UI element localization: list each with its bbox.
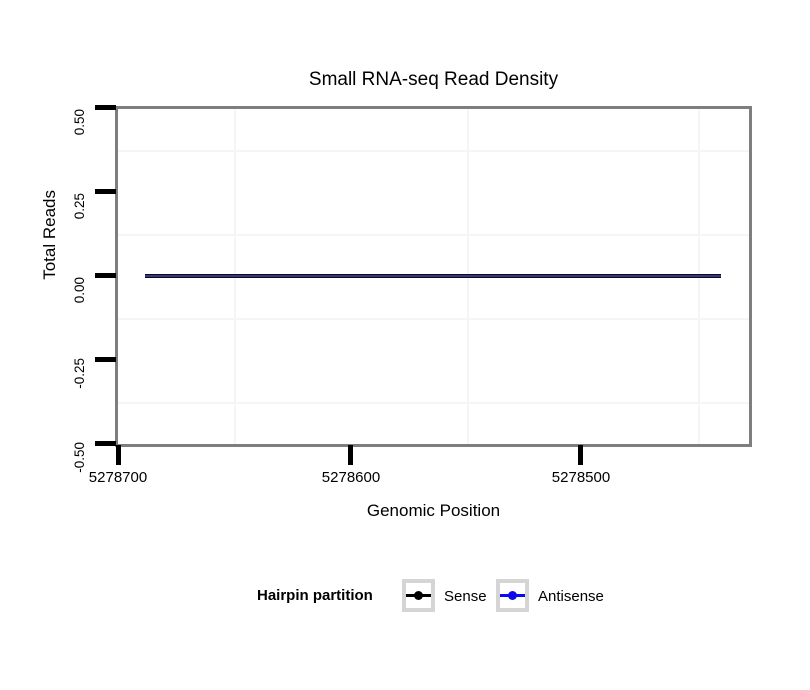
y-tick-label: 0.25 xyxy=(72,193,87,220)
y-tick-label: 0.00 xyxy=(72,277,87,304)
y-tick xyxy=(95,357,116,362)
x-tick-label: 5278600 xyxy=(321,469,381,486)
minor-gridline-h xyxy=(118,402,749,404)
x-tick xyxy=(578,445,583,465)
legend-title: Hairpin partition xyxy=(257,587,373,604)
legend-label-sense: Sense xyxy=(444,588,487,605)
antisense-point-icon xyxy=(508,591,517,600)
y-tick xyxy=(95,189,116,194)
y-tick xyxy=(95,441,116,446)
y-tick xyxy=(95,105,116,110)
legend-key-antisense xyxy=(496,579,529,612)
legend-label-antisense: Antisense xyxy=(538,588,604,605)
y-tick xyxy=(95,273,116,278)
y-axis-title: Total Reads xyxy=(40,190,59,280)
legend-key-sense xyxy=(402,579,435,612)
minor-gridline-h xyxy=(118,318,749,320)
x-tick-label: 5278500 xyxy=(551,469,611,486)
x-tick xyxy=(116,445,121,465)
x-axis-title: Genomic Position xyxy=(366,501,501,520)
sense-point-icon xyxy=(414,591,423,600)
plot-panel xyxy=(115,106,752,447)
read-density-line-overlapping-sense-antisense xyxy=(145,274,721,278)
y-tick-label: 0.50 xyxy=(72,109,87,136)
y-tick-label: -0.25 xyxy=(72,358,87,389)
x-tick-label: 5278700 xyxy=(88,469,148,486)
plot-title: Small RNA-seq Read Density xyxy=(308,69,559,90)
x-tick xyxy=(348,445,353,465)
minor-gridline-h xyxy=(118,234,749,236)
minor-gridline-h xyxy=(118,150,749,152)
